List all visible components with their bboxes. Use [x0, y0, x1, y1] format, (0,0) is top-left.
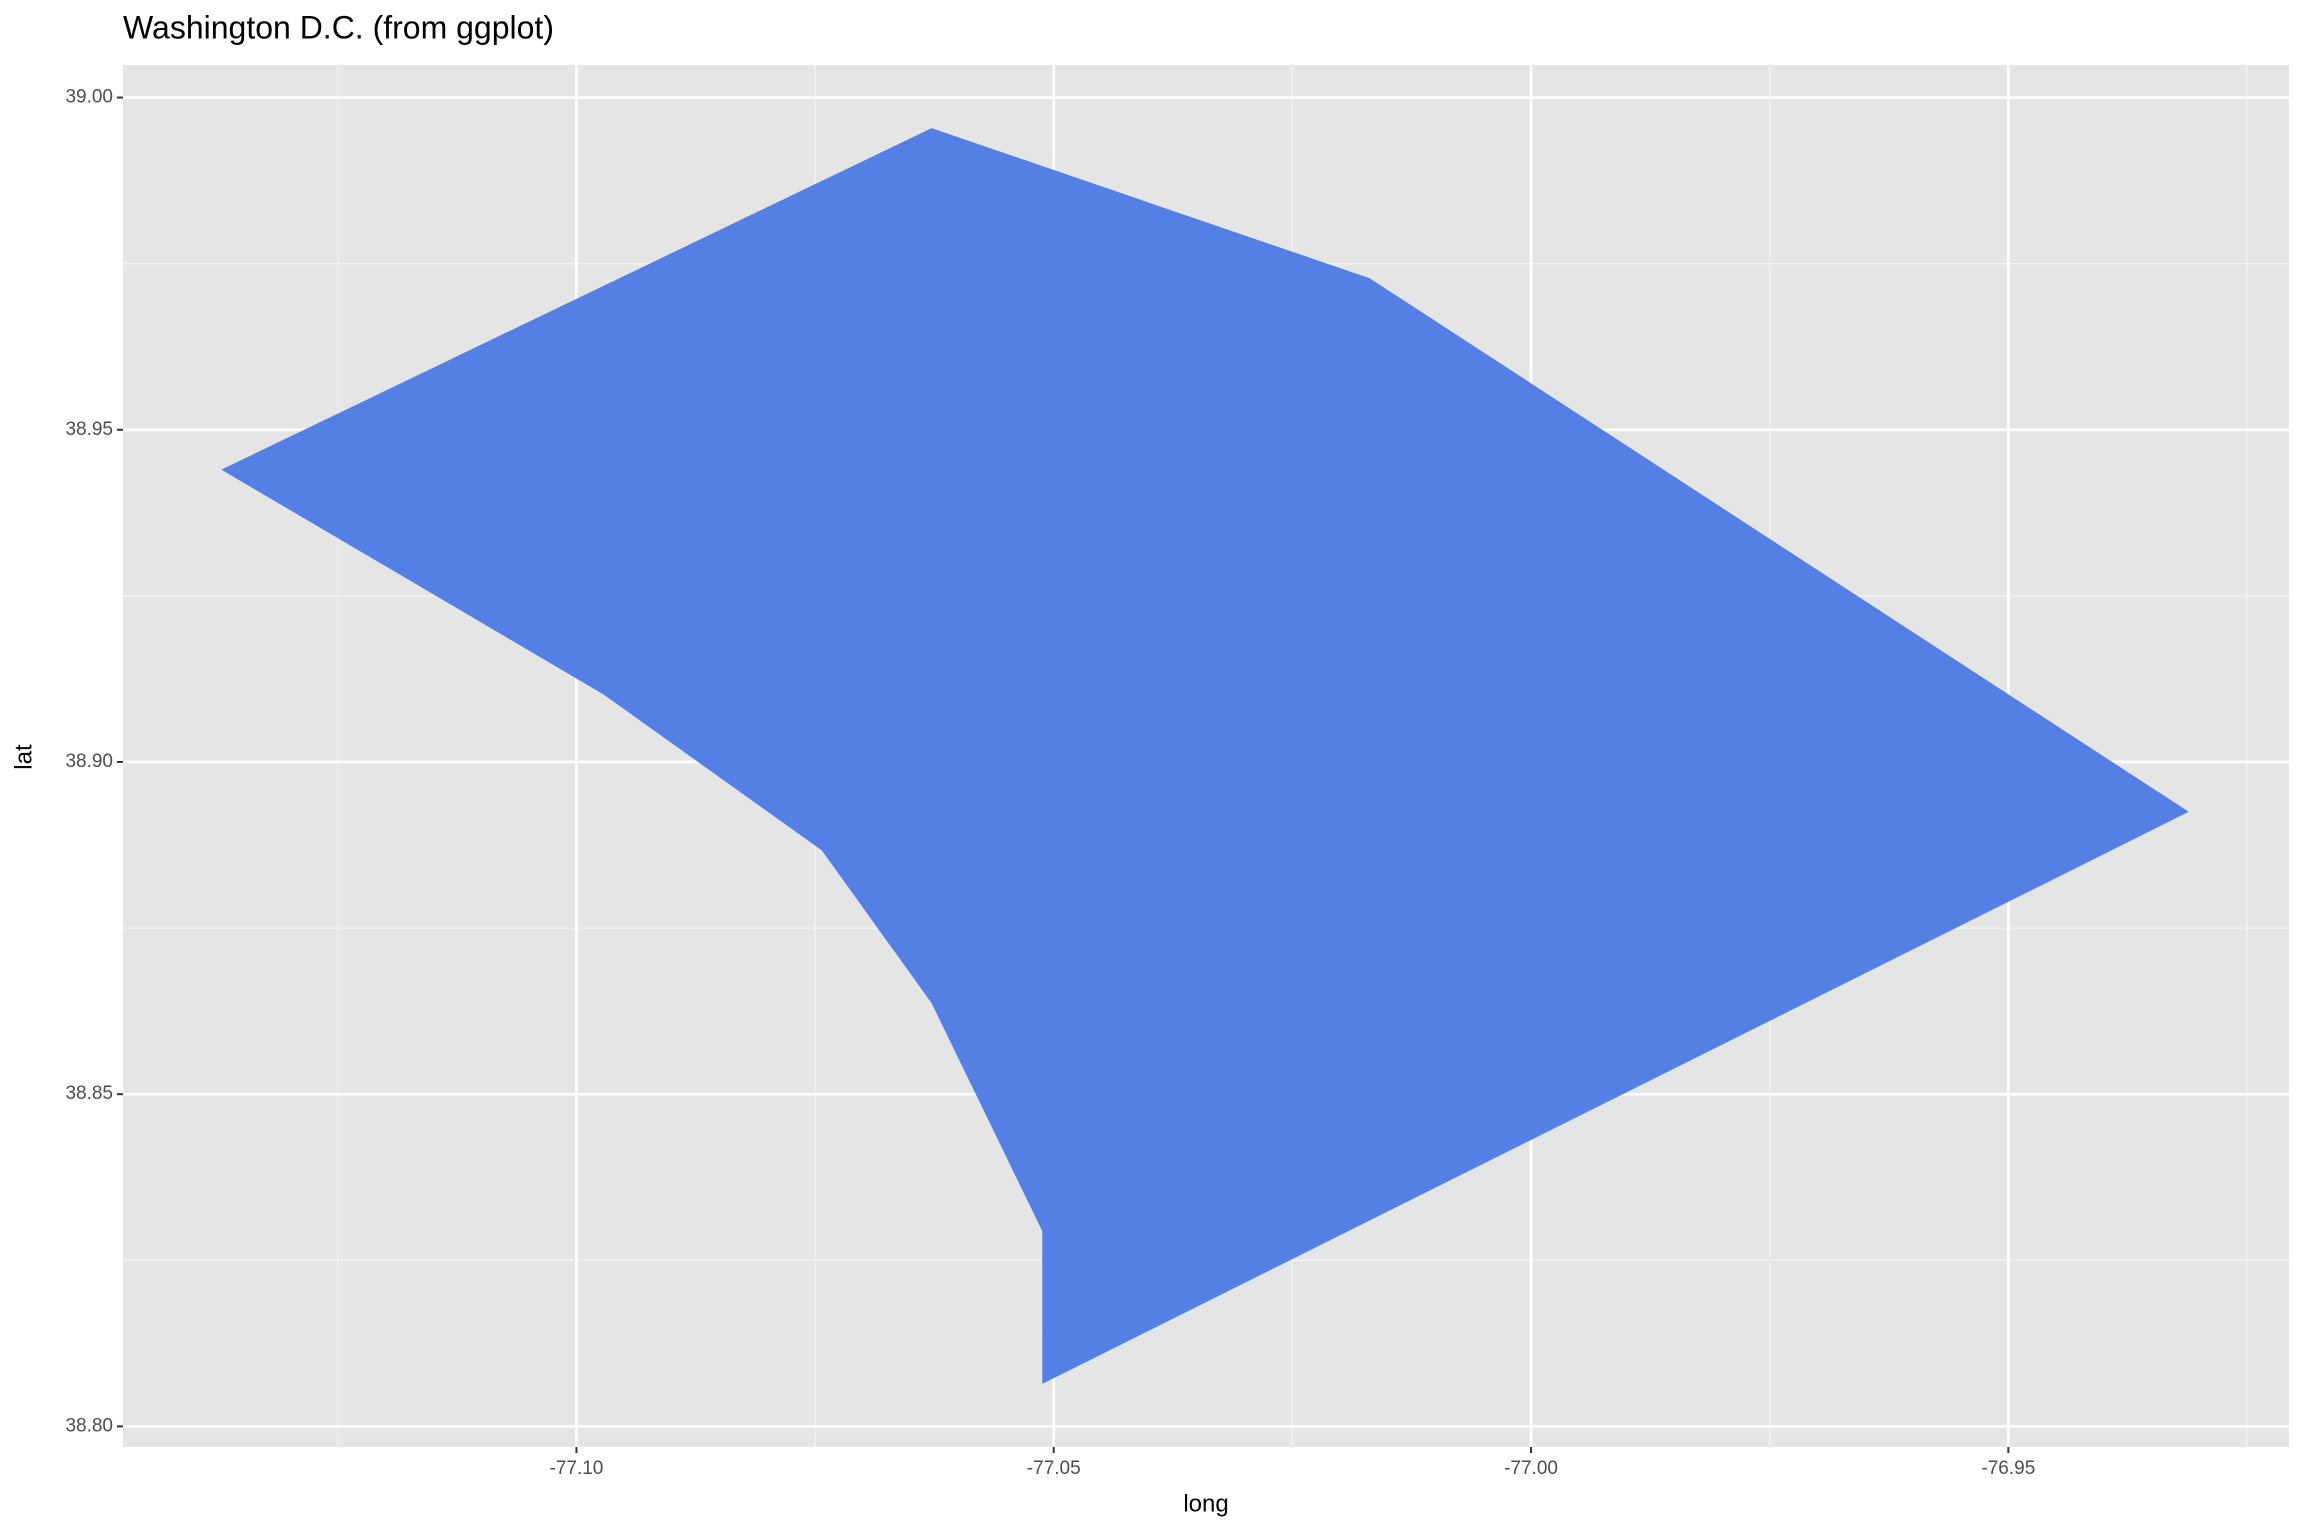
region	[221, 128, 2189, 1384]
y-tick-label: 38.85	[65, 1083, 113, 1104]
x-tick-label: -77.10	[550, 1458, 604, 1479]
x-axis-label: long	[1183, 1490, 1228, 1517]
x-tick-label: -77.00	[1504, 1458, 1558, 1479]
chart-title: Washington D.C. (from ggplot)	[123, 9, 554, 45]
y-tick-label: 38.80	[65, 1415, 113, 1436]
x-tick-label: -76.95	[1981, 1458, 2035, 1479]
y-tick-label: 38.95	[65, 419, 113, 440]
y-tick-label: 39.00	[65, 87, 113, 108]
y-tick-label: 38.90	[65, 751, 113, 772]
y-axis-label: lat	[10, 744, 37, 770]
x-tick-label: -77.05	[1027, 1458, 1081, 1479]
